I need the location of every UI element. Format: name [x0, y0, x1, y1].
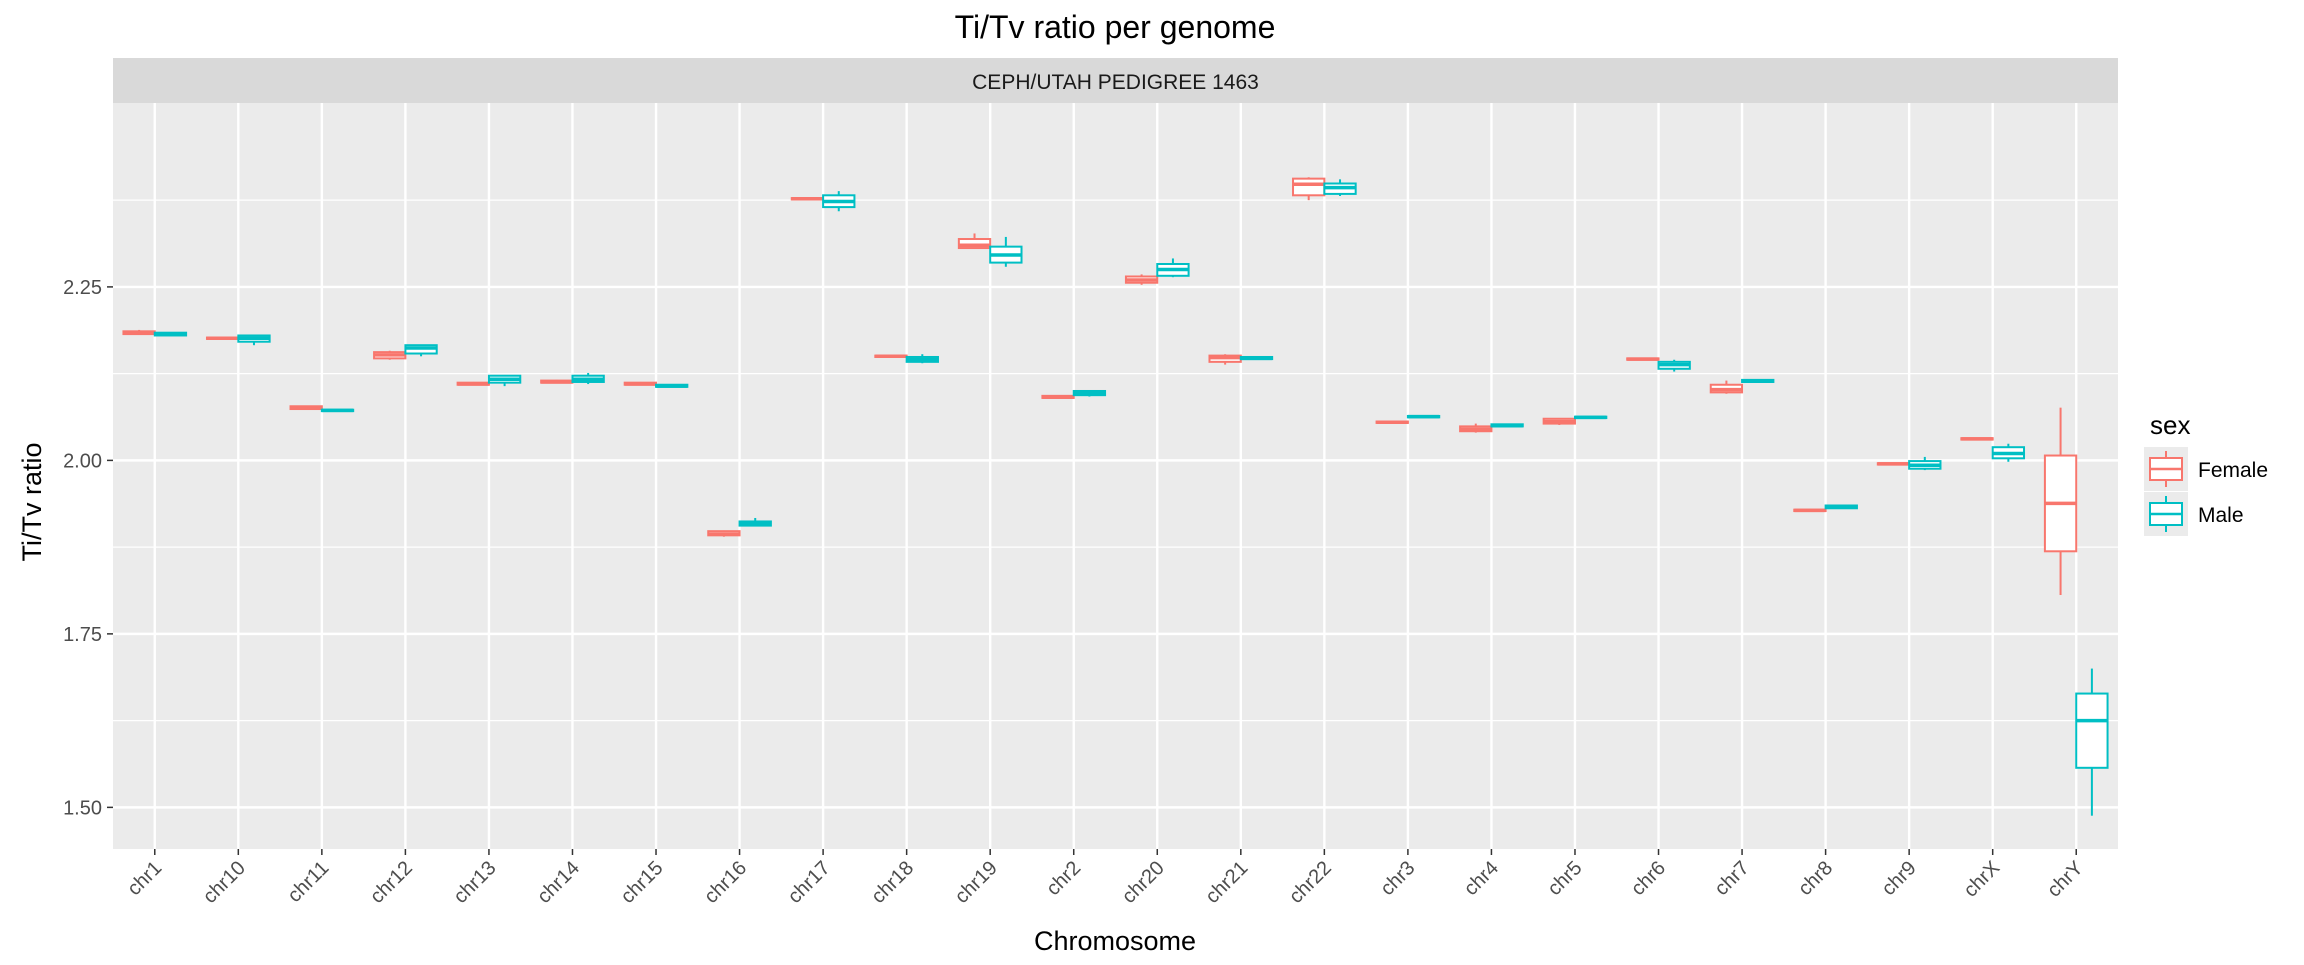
- x-tick-label: chr8: [1794, 857, 1837, 900]
- chart-title: Ti/Tv ratio per genome: [955, 9, 1276, 45]
- x-tick-label: chr15: [617, 857, 668, 908]
- box-male-chr13: [487, 374, 522, 387]
- y-axis-title: Ti/Tv ratio: [17, 442, 47, 561]
- box-female-chr18: [874, 354, 908, 359]
- plot-panel: [113, 103, 2118, 849]
- legend-title: sex: [2150, 410, 2190, 440]
- x-tick-label: chr20: [1118, 857, 1169, 908]
- legend-label-male: Male: [2198, 504, 2244, 527]
- box-male-chr2: [1072, 389, 1107, 397]
- x-axis: chr1 chr10 chr11 chr12 chr13 chr14 chr15 chr16 c…: [123, 849, 2088, 908]
- box-female-chr6: [1626, 357, 1660, 361]
- y-axis: 1.50 1.75 2.00 2.25: [63, 277, 113, 819]
- x-tick-label: chrY: [2043, 857, 2088, 902]
- y-tick-label: 1.50: [63, 797, 102, 819]
- box-male-chr9: [1908, 456, 1942, 471]
- x-tick-label: chr3: [1376, 857, 1419, 900]
- box-female-chr11: [289, 405, 323, 411]
- x-tick-label: chr12: [366, 857, 417, 908]
- box-male-chr22: [1323, 179, 1357, 196]
- box-male-chr11: [320, 408, 355, 413]
- panel-background: [113, 103, 2118, 849]
- x-tick-label: chr17: [784, 857, 835, 908]
- box-male-chr4: [1490, 423, 1524, 428]
- x-tick-label: chr4: [1460, 857, 1503, 900]
- box-male-chr8: [1824, 504, 1858, 510]
- box-female-chr19: [957, 233, 992, 250]
- box-male-chr14: [571, 372, 605, 385]
- box-male-chr12: [404, 344, 438, 357]
- x-tick-label: chr11: [284, 857, 334, 907]
- series-female: [122, 177, 2078, 596]
- box-female-chr16: [707, 530, 741, 537]
- x-tick-label: chr16: [700, 857, 751, 908]
- box-male-chr19: [989, 236, 1023, 267]
- box-female-chr1: [122, 329, 156, 336]
- series-male: [153, 179, 2109, 816]
- box-female-chr9: [1876, 462, 1911, 466]
- y-tick-label: 2.00: [63, 450, 102, 472]
- x-tick-label: chr21: [1201, 857, 1252, 908]
- x-tick-label: chr18: [867, 857, 918, 908]
- box-body: [2075, 692, 2109, 769]
- box-female-chr7: [1709, 380, 1744, 394]
- box-male-chr7: [1741, 378, 1775, 384]
- box-female-chrY: [2043, 407, 2078, 596]
- x-tick-label: chr7: [1711, 857, 1754, 900]
- box-male-chr15: [655, 383, 689, 388]
- y-tick-label: 1.75: [63, 624, 102, 646]
- legend-items: Female Male: [2144, 447, 2268, 536]
- box-female-chr15: [623, 381, 658, 386]
- x-tick-label: chr13: [450, 857, 501, 908]
- box-male-chr21: [1239, 355, 1274, 361]
- legend-item-male: Male: [2144, 492, 2244, 536]
- y-tick-label: 2.25: [63, 277, 102, 299]
- box-male-chr6: [1657, 359, 1691, 372]
- box-male-chr1: [153, 331, 188, 337]
- box-male-chr5: [1573, 415, 1608, 420]
- box-female-chr10: [205, 336, 240, 341]
- box-female-chr13: [456, 381, 490, 386]
- x-tick-label: chr2: [1042, 857, 1085, 900]
- box-male-chrY: [2075, 668, 2109, 816]
- box-male-chr10: [237, 334, 271, 346]
- facet-strip: [113, 58, 2118, 103]
- box-female-chr17: [790, 197, 825, 201]
- box-female-chr14: [540, 379, 574, 384]
- legend-item-female: Female: [2144, 447, 2268, 491]
- box-male-chrX: [1991, 443, 2026, 462]
- legend: sex Female Male: [2144, 410, 2268, 536]
- x-tick-label: chrX: [1960, 857, 2005, 902]
- box-female-chr5: [1542, 417, 1576, 425]
- box-female-chr3: [1375, 420, 1409, 424]
- x-axis-title: Chromosome: [1034, 926, 1196, 956]
- box-male-chr3: [1406, 414, 1441, 419]
- box-female-chr8: [1793, 508, 1827, 513]
- box-male-chr18: [905, 354, 939, 364]
- box-female-chr4: [1459, 423, 1493, 433]
- box-female-chr20: [1124, 274, 1159, 285]
- x-tick-label: chr6: [1627, 857, 1670, 900]
- x-tick-label: chr5: [1543, 857, 1586, 900]
- grid-lines: [113, 103, 2118, 849]
- x-tick-label: chr14: [533, 857, 584, 908]
- box-body: [1292, 177, 1326, 197]
- box-male-chr16: [738, 517, 772, 527]
- box-female-chr2: [1041, 394, 1075, 399]
- boxplot-series: [122, 177, 2109, 816]
- box-female-chr12: [373, 350, 407, 360]
- box-male-chr20: [1156, 258, 1190, 278]
- x-tick-label: chr22: [1285, 857, 1336, 908]
- legend-label-female: Female: [2198, 459, 2268, 482]
- box-male-chr17: [822, 191, 856, 212]
- x-tick-label: chr9: [1878, 857, 1921, 900]
- x-tick-label: chr19: [951, 857, 1002, 908]
- box-female-chrX: [1960, 437, 1994, 441]
- x-tick-label: chr1: [123, 857, 166, 900]
- facet-strip-label: CEPH/UTAH PEDIGREE 1463: [972, 71, 1259, 94]
- x-tick-label: chr10: [199, 857, 250, 908]
